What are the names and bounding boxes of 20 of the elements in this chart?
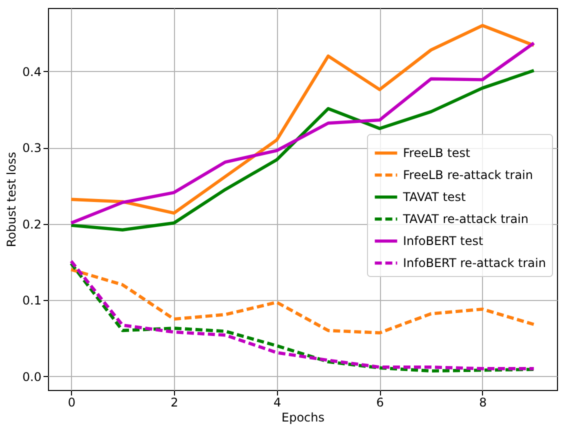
y-tick-label: 0.0 xyxy=(22,370,42,384)
line-series xyxy=(70,68,536,232)
y-axis-title: Robust test loss xyxy=(4,152,18,248)
x-axis-title: Epochs xyxy=(282,410,324,424)
y-tick-label: 0.4 xyxy=(22,64,42,79)
x-tick-label: 0 xyxy=(68,396,76,410)
legend-label: FreeLB test xyxy=(403,146,471,160)
legend-label: TAVAT test xyxy=(402,190,466,204)
y-tick-label: 0.1 xyxy=(22,294,42,308)
legend-label: InfoBERT test xyxy=(403,234,484,248)
legend-label: InfoBERT re-attack train xyxy=(403,256,546,270)
line-series xyxy=(70,268,536,334)
legend-label: FreeLB re-attack train xyxy=(403,168,533,182)
y-tick-label: 0.3 xyxy=(22,141,42,156)
x-tick-label: 4 xyxy=(273,396,282,410)
y-tick-label: 0.2 xyxy=(22,217,42,232)
legend-label: TAVAT re-attack train xyxy=(402,212,528,226)
x-tick-label: 2 xyxy=(170,396,178,410)
x-tick-label: 8 xyxy=(479,396,487,410)
x-tick-label: 6 xyxy=(376,396,384,410)
